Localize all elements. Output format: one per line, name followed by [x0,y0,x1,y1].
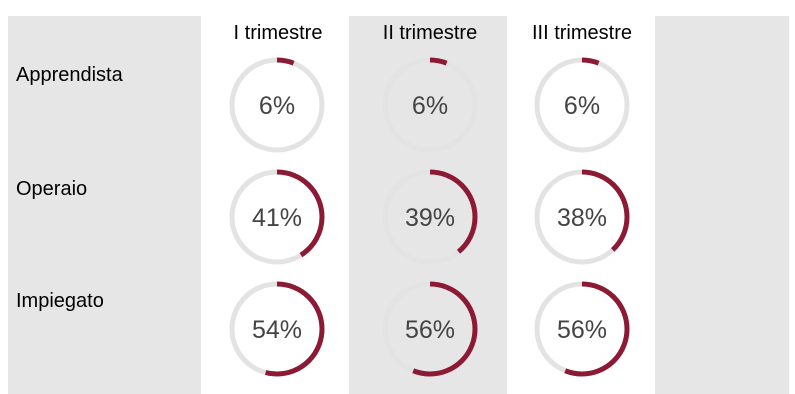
donut-operaio-2: 39% [382,169,478,265]
donut-value-label: 6% [259,92,295,120]
donut-value-arc [229,169,325,265]
column-header-2: II trimestre [382,22,478,44]
donut-impiegato-3: 56% [534,281,630,377]
donut-value-arc [534,57,630,153]
chart-background [8,16,789,394]
donut-value-arc [382,281,478,377]
column-band-3 [507,16,655,394]
donut-value-arc [229,57,325,153]
donut-value-label: 6% [564,92,600,120]
donut-value-label: 6% [412,92,448,120]
donut-value-label: 39% [405,204,455,232]
donut-value-arc [534,169,630,265]
row-label-apprendista: Apprendista [16,64,123,86]
donut-operaio-1: 41% [229,169,325,265]
donut-apprendista-2: 6% [382,57,478,153]
column-header-3: III trimestre [531,22,632,44]
donut-operaio-3: 38% [534,169,630,265]
donut-impiegato-1: 54% [229,281,325,377]
donut-apprendista-1: 6% [229,57,325,153]
row-label-operaio: Operaio [16,178,88,200]
donut-apprendista-3: 6% [534,57,630,153]
donut-impiegato-2: 56% [382,281,478,377]
donut-value-label: 38% [557,204,607,232]
donut-value-arc [382,169,478,265]
column-header-1: I trimestre [233,22,323,44]
donut-value-label: 56% [557,316,607,344]
donut-value-label: 56% [405,316,455,344]
row-label-impiegato: Impiegato [16,290,104,312]
donut-value-arc [382,57,478,153]
donut-value-arc [229,281,325,377]
donut-value-arc [534,281,630,377]
donut-value-label: 41% [252,204,302,232]
donut-value-label: 54% [252,316,302,344]
